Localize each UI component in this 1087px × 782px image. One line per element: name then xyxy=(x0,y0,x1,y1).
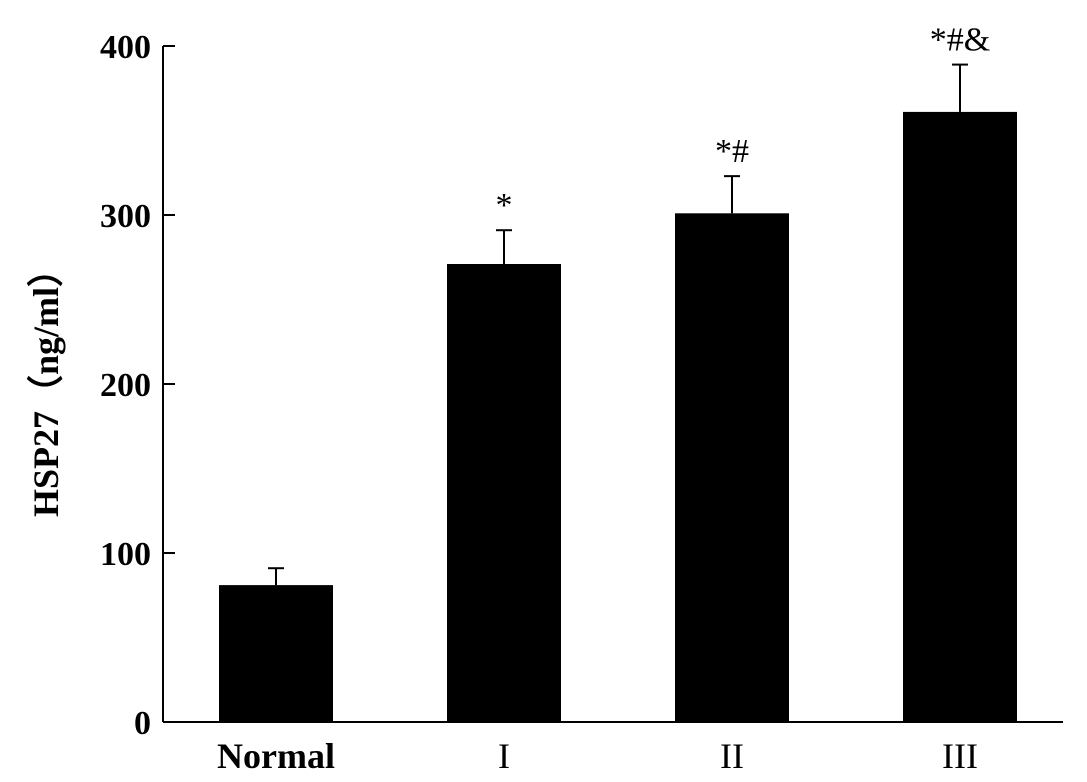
y-tick-label: 300 xyxy=(100,198,151,235)
bar xyxy=(447,264,561,722)
error-bars xyxy=(268,63,968,586)
bars xyxy=(219,111,1017,722)
y-ticks: 0 100 200 300 400 xyxy=(100,29,175,742)
significance-labels: * *# *#& xyxy=(496,22,991,225)
bar xyxy=(219,585,333,722)
significance-label: * xyxy=(496,187,513,224)
y-tick-label: 100 xyxy=(100,536,151,573)
x-tick-label: III xyxy=(942,736,978,776)
significance-label: *# xyxy=(715,133,749,170)
x-tick-label: Normal xyxy=(217,736,335,776)
x-tick-label: II xyxy=(720,736,744,776)
y-tick-label: 0 xyxy=(134,705,151,742)
y-tick-label: 200 xyxy=(100,367,151,404)
y-tick-label: 400 xyxy=(100,29,151,66)
bar xyxy=(675,213,789,722)
x-tick-labels: Normal I II III xyxy=(217,736,978,776)
y-axis-title: HSP27（ng/ml） xyxy=(26,251,66,517)
bar xyxy=(903,111,1017,722)
x-tick-label: I xyxy=(498,736,510,776)
significance-label: *#& xyxy=(930,22,990,59)
